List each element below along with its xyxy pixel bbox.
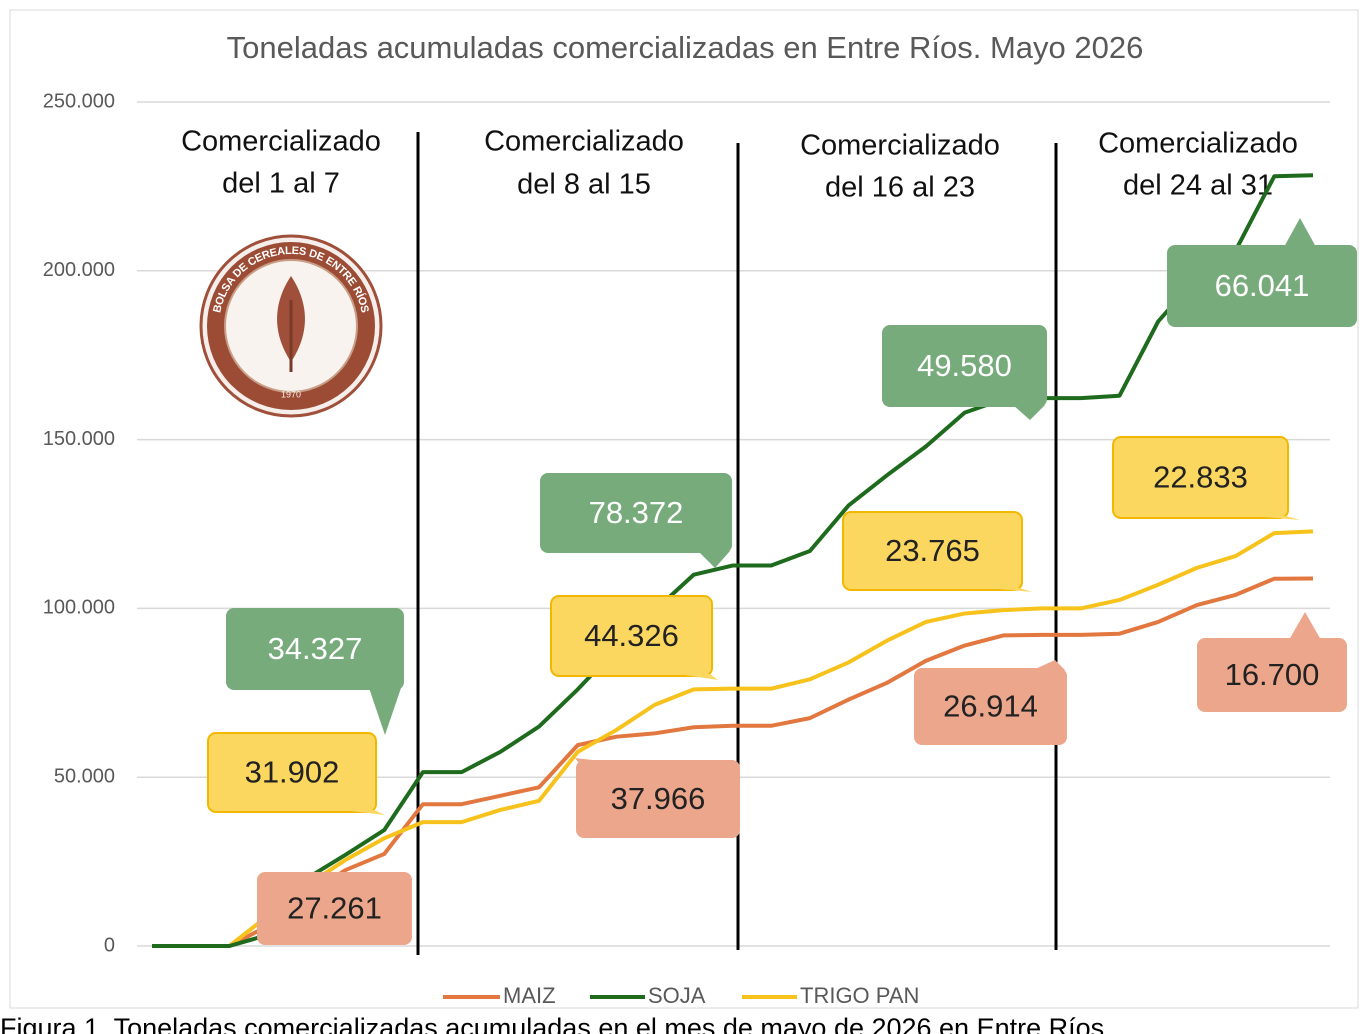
callout-tail xyxy=(342,810,385,815)
callout-box xyxy=(576,760,740,838)
callout: 49.580 xyxy=(882,325,1047,420)
series-line xyxy=(152,529,1314,948)
callout-label: 44.326 xyxy=(584,618,679,653)
callout: 27.261 xyxy=(257,872,412,945)
callout-box xyxy=(550,595,713,677)
callout-label: 26.914 xyxy=(943,689,1038,724)
y-tick-label: 0 xyxy=(104,934,115,956)
callout: 44.326 xyxy=(550,595,718,680)
callout-tail xyxy=(575,758,610,762)
section-label: del 24 al 31 xyxy=(1123,170,1273,202)
callout-box xyxy=(842,511,1023,591)
callout: 16.700 xyxy=(1197,612,1347,712)
y-tick-label: 250.000 xyxy=(43,90,115,112)
y-tick-label: 200.000 xyxy=(43,259,115,281)
callout-label: 37.966 xyxy=(611,781,706,816)
callout-label: 78.372 xyxy=(589,495,684,530)
callout-box xyxy=(1197,638,1347,712)
callout-box xyxy=(540,473,732,553)
callout-box xyxy=(226,608,404,690)
callout-box xyxy=(914,668,1067,745)
legend-label: TRIGO PAN xyxy=(800,983,919,1008)
callout-box xyxy=(1112,436,1289,519)
callout: 66.041 xyxy=(1167,218,1357,327)
y-tick-label: 50.000 xyxy=(54,765,115,787)
callout-label: 16.700 xyxy=(1225,657,1320,692)
section-label: del 8 al 15 xyxy=(517,169,651,201)
callout-tail xyxy=(1289,612,1321,640)
series-line xyxy=(152,576,1314,948)
callout-tail xyxy=(678,674,718,680)
legend-label: SOJA xyxy=(648,983,706,1008)
callout-tail xyxy=(1254,516,1300,520)
y-tick-label: 150.000 xyxy=(43,428,115,450)
callout: 34.327 xyxy=(226,608,404,735)
callout-label: 27.261 xyxy=(287,891,382,926)
section-label: Comercializado xyxy=(800,130,1000,162)
callout: 37.966 xyxy=(575,758,740,838)
callout-box xyxy=(882,325,1047,407)
callout-label: 23.765 xyxy=(885,533,980,568)
callout: 23.765 xyxy=(842,511,1032,592)
callout: 22.833 xyxy=(1112,436,1300,520)
callout-tail xyxy=(369,688,401,735)
callout-tail xyxy=(300,874,410,906)
callout-label: 49.580 xyxy=(917,348,1012,383)
section-label: del 1 al 7 xyxy=(222,168,340,200)
section-label: Comercializado xyxy=(1098,128,1298,160)
callout-label: 22.833 xyxy=(1153,460,1248,495)
callout-tail xyxy=(988,588,1032,592)
callout-label: 34.327 xyxy=(268,631,363,666)
callout-tail xyxy=(1013,405,1045,420)
callout: 26.914 xyxy=(914,660,1067,745)
series-line xyxy=(152,173,1314,948)
callout: 31.902 xyxy=(207,732,385,815)
callout-label: 31.902 xyxy=(245,755,340,790)
logo: BOLSA DE CEREALES DE ENTRE RÍOS 1970 xyxy=(199,234,383,418)
caption: Figura 1. Toneladas comercializadas acum… xyxy=(0,1013,1104,1034)
callout-box xyxy=(1167,245,1357,327)
legend-label: MAIZ xyxy=(503,983,556,1008)
chart-title: Toneladas acumuladas comercializadas en … xyxy=(227,30,1144,65)
callout-label: 66.041 xyxy=(1215,268,1310,303)
section-label: del 16 al 23 xyxy=(825,172,975,204)
section-label: Comercializado xyxy=(484,126,684,158)
callout-box xyxy=(207,732,377,813)
callout-tail xyxy=(1284,218,1316,247)
callout: 78.372 xyxy=(540,473,732,568)
y-tick-label: 100.000 xyxy=(43,597,115,619)
callout-tail xyxy=(1033,660,1065,670)
section-label: Comercializado xyxy=(181,126,381,158)
logo-year: 1970 xyxy=(281,389,301,399)
callout-tail xyxy=(698,551,730,568)
